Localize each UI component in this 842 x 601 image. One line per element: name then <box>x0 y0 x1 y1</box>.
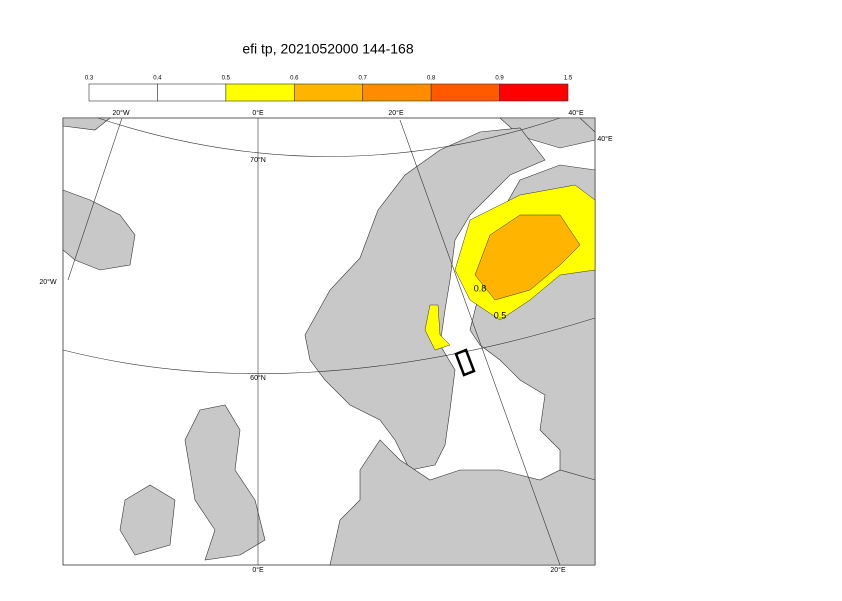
colorbar: 0.3 0.4 0.5 0.6 0.7 0.8 0.9 1.5 <box>85 76 573 102</box>
arctic-island <box>62 117 111 131</box>
colorbar-segment <box>293 83 364 102</box>
map-title: efi tp, 2021052000 144-168 <box>242 41 413 57</box>
iceland <box>62 189 136 271</box>
contour-label: 0.5 <box>494 310 507 320</box>
efi-area-orange <box>474 214 581 301</box>
colorbar-label: 0.9 <box>495 76 504 82</box>
graticule-label: 0°E <box>252 566 264 574</box>
colorbar-label: 0.4 <box>153 76 162 82</box>
continent <box>329 439 596 566</box>
colorbar-label: 0.5 <box>222 76 231 82</box>
parallel <box>62 317 596 374</box>
colorbar-segment <box>362 83 432 102</box>
colorbar-segment <box>88 83 158 102</box>
parallel <box>97 117 561 157</box>
colorbar-label: 0.6 <box>290 76 299 82</box>
graticule-label: 20°E <box>550 566 566 574</box>
colorbar-segment <box>225 83 295 102</box>
colorbar-label: 0.7 <box>359 76 368 82</box>
meridian <box>399 119 561 566</box>
contour-label: 0.8 <box>474 283 487 293</box>
efi-area-yellow <box>424 304 451 351</box>
graticule-label: 60°N <box>250 374 266 382</box>
graticule-label: 70°N <box>250 156 266 164</box>
colorbar-segment <box>499 83 569 102</box>
colorbar-segment <box>430 83 500 102</box>
colorbar-label: 0.8 <box>427 76 436 82</box>
graticule-label: 20°W <box>112 109 130 117</box>
colorbar-label: 0.3 <box>85 76 94 82</box>
graticule-label: 20°W <box>39 278 57 286</box>
graticule-label: 20°E <box>388 109 404 117</box>
meridian <box>579 117 596 133</box>
graticule-label: 0°E <box>252 109 264 117</box>
graticule-label: 40°E <box>597 135 613 143</box>
graticule-label: 40°E <box>568 109 584 117</box>
target-box <box>454 348 476 377</box>
colorbar-label: 1.5 <box>564 76 573 82</box>
colorbar-segment <box>157 83 227 102</box>
great-britain <box>184 404 266 561</box>
ireland <box>119 484 176 556</box>
meridian <box>67 117 123 281</box>
map-frame <box>62 117 596 566</box>
